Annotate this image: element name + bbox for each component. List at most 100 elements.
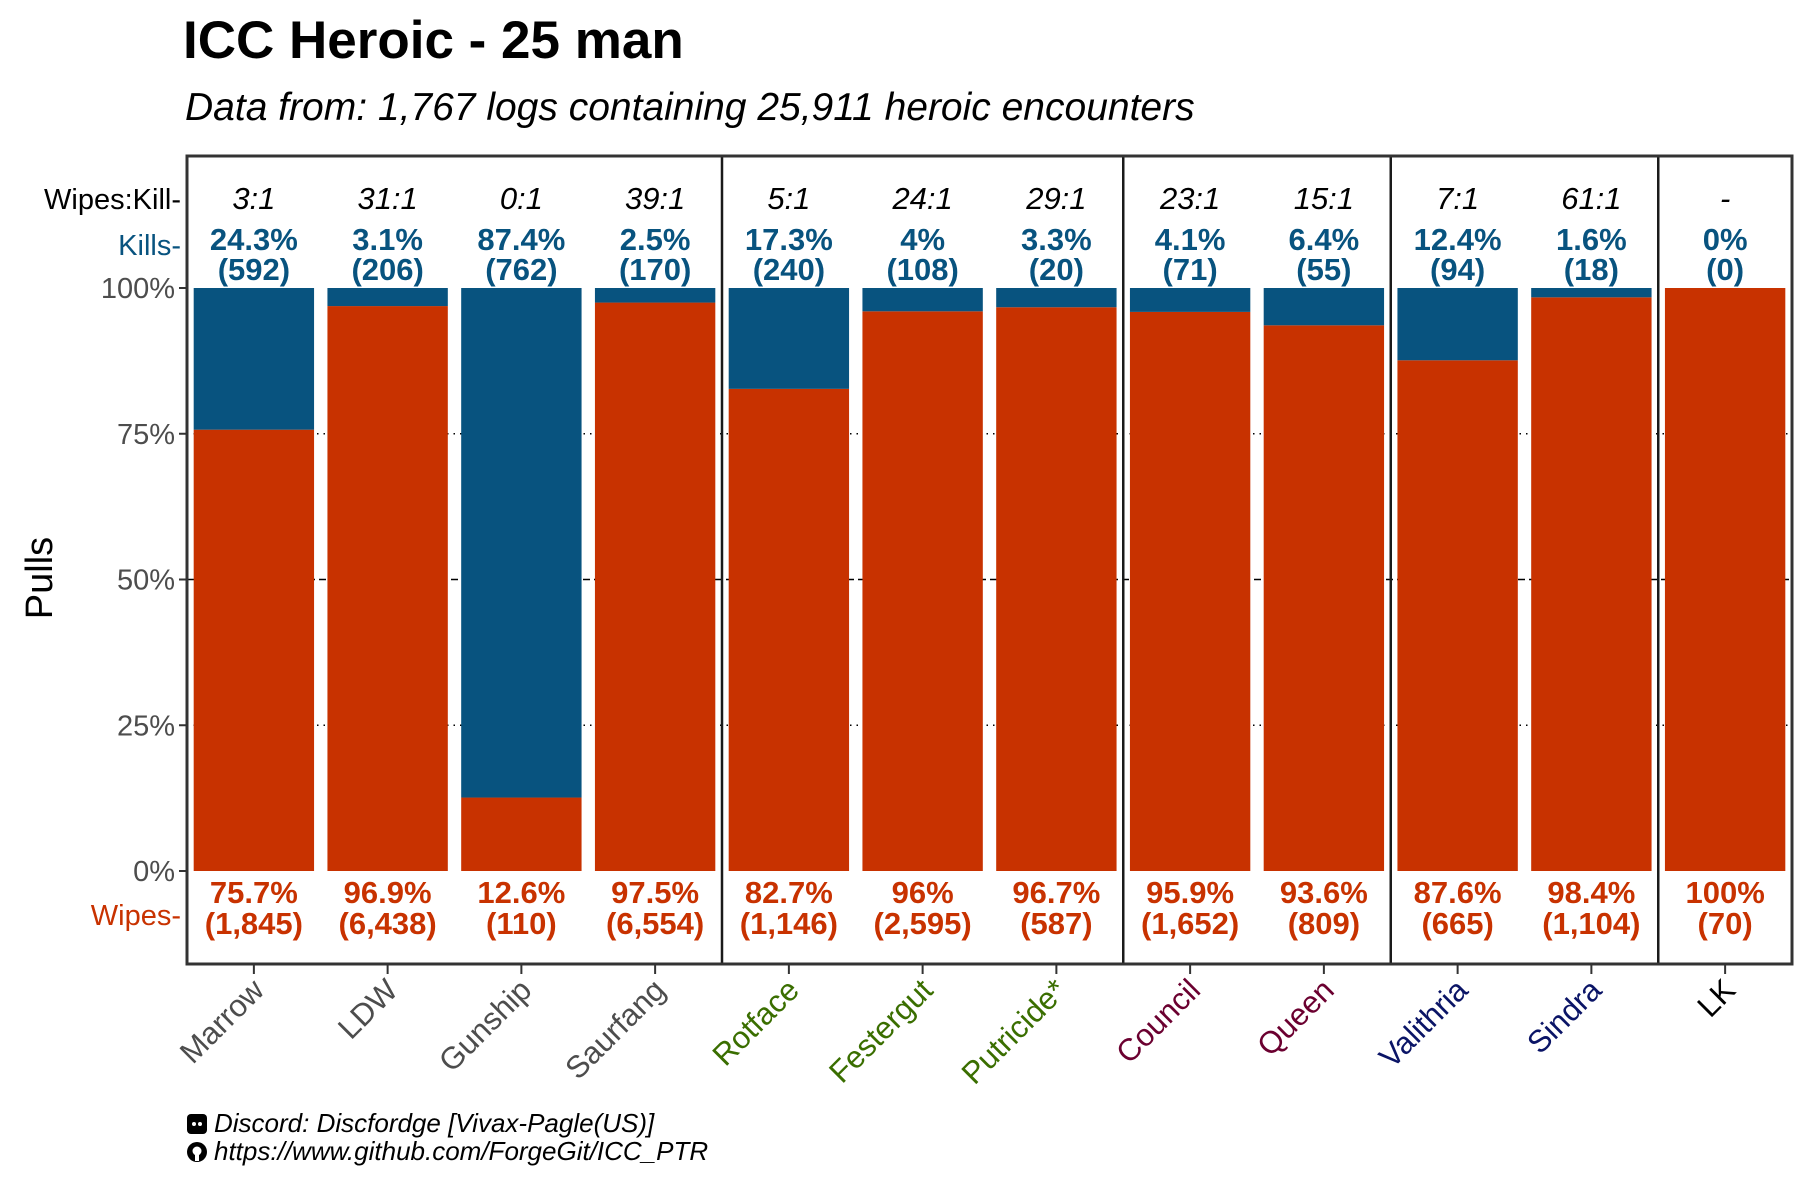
ratio-label: 7:1 bbox=[1436, 181, 1479, 216]
plot-border bbox=[185, 154, 1794, 966]
wipes-count-label: (1,104) bbox=[1542, 906, 1640, 941]
y-tick-label: 75% bbox=[117, 419, 175, 451]
kills-pct-label: 12.4% bbox=[1414, 222, 1502, 257]
wipes-pct-label: 97.5% bbox=[611, 875, 699, 910]
ratio-label: - bbox=[1720, 181, 1730, 216]
x-tick-label: Festergut bbox=[822, 972, 940, 1090]
kills-pct-label: 4.1% bbox=[1155, 222, 1226, 257]
kills-pct-label: 87.4% bbox=[477, 222, 565, 257]
bar-wipes-saurfang bbox=[594, 302, 716, 871]
x-tick-label: LDW bbox=[331, 972, 405, 1046]
bar-kills-ldw bbox=[327, 288, 448, 307]
wipes-count-label: (665) bbox=[1421, 906, 1493, 941]
kills-axis-label: Kills- bbox=[118, 230, 181, 262]
bar-kills-council bbox=[1129, 288, 1251, 312]
wipes-count-label: (6,438) bbox=[339, 906, 437, 941]
x-tick-label: LK bbox=[1691, 972, 1743, 1024]
y-tick-label: 50% bbox=[117, 565, 175, 597]
kills-pct-label: 3.3% bbox=[1021, 222, 1092, 257]
kills-pct-label: 17.3% bbox=[745, 222, 833, 257]
kills-pct-label: 24.3% bbox=[210, 222, 298, 257]
y-tick-label: 100% bbox=[101, 273, 175, 305]
x-tick-label: Gunship bbox=[432, 972, 538, 1078]
ratio-label: 39:1 bbox=[625, 181, 685, 216]
bar-wipes-rotface bbox=[728, 388, 850, 871]
y-tick-label: 0% bbox=[133, 856, 175, 888]
bar-kills-gunship bbox=[461, 288, 582, 798]
kills-count-label: (108) bbox=[886, 252, 958, 287]
kills-count-label: (55) bbox=[1296, 252, 1351, 287]
bar-kills-saurfang bbox=[594, 288, 716, 303]
x-tick-label: Marrow bbox=[173, 972, 271, 1070]
x-tick-label: Sindra bbox=[1520, 972, 1609, 1061]
wipes-count-label: (809) bbox=[1288, 906, 1360, 941]
x-tick-label: Putricide* bbox=[955, 972, 1074, 1091]
kills-pct-label: 1.6% bbox=[1556, 222, 1627, 257]
bar-wipes-sindra bbox=[1531, 297, 1652, 871]
x-tick-label: Valithria bbox=[1372, 972, 1475, 1075]
kills-count-label: (20) bbox=[1029, 252, 1084, 287]
wipes-count-label: (110) bbox=[486, 906, 557, 941]
ratio-label: 23:1 bbox=[1159, 181, 1220, 216]
wipes-pct-label: 87.6% bbox=[1414, 875, 1502, 910]
kills-pct-label: 6.4% bbox=[1289, 222, 1360, 257]
ratio-label: 29:1 bbox=[1025, 181, 1086, 216]
x-tick-label: Queen bbox=[1250, 972, 1341, 1063]
ratio-label: 24:1 bbox=[891, 181, 952, 216]
bar-wipes-gunship bbox=[461, 797, 582, 871]
bar-wipes-valithria bbox=[1397, 360, 1518, 871]
bar-wipes-queen bbox=[1263, 325, 1385, 871]
x-tick-label: Council bbox=[1109, 972, 1207, 1070]
ratio-label: 3:1 bbox=[232, 181, 275, 216]
kills-pct-label: 2.5% bbox=[620, 222, 691, 257]
kills-count-label: (170) bbox=[619, 252, 691, 287]
kills-pct-label: 4% bbox=[900, 222, 945, 257]
footer-github: https://www.github.com/ForgeGit/ICC_PTR bbox=[186, 1136, 708, 1167]
x-tick-label: Saurfang bbox=[558, 972, 672, 1086]
wipes-pct-label: 96% bbox=[892, 875, 954, 910]
wipes-count-label: (70) bbox=[1698, 906, 1753, 941]
wipes-count-label: (1,845) bbox=[205, 906, 303, 941]
bar-wipes-lk bbox=[1664, 288, 1786, 871]
bar-wipes-festergut bbox=[862, 311, 983, 871]
ratio-label: 61:1 bbox=[1561, 181, 1621, 216]
bar-wipes-council bbox=[1129, 311, 1251, 871]
ratio-label: 31:1 bbox=[357, 181, 417, 216]
bar-kills-festergut bbox=[862, 288, 983, 312]
plot-panel bbox=[187, 156, 1792, 964]
y-axis-title: Pulls bbox=[19, 537, 61, 619]
bar-kills-sindra bbox=[1531, 288, 1652, 298]
wipes-count-label: (1,146) bbox=[740, 906, 838, 941]
bar-kills-queen bbox=[1263, 288, 1385, 326]
bar-kills-putricide bbox=[996, 288, 1117, 308]
wipes-count-label: (2,595) bbox=[874, 906, 972, 941]
wipes-pct-label: 82.7% bbox=[745, 875, 833, 910]
ratio-label: 15:1 bbox=[1294, 181, 1354, 216]
page-title: ICC Heroic - 25 man bbox=[183, 11, 684, 70]
bar-wipes-marrow bbox=[193, 429, 315, 871]
wipes-count-label: (587) bbox=[1020, 906, 1092, 941]
kills-count-label: (94) bbox=[1430, 252, 1485, 287]
ratio-label: 5:1 bbox=[767, 181, 810, 216]
kills-count-label: (0) bbox=[1706, 252, 1744, 287]
footer-discord: Discord: Discfordge [Vivax-Pagle(US)] bbox=[186, 1108, 654, 1139]
wipes-kill-axis-label: Wipes:Kill- bbox=[44, 184, 181, 216]
wipes-count-label: (6,554) bbox=[606, 906, 704, 941]
kills-count-label: (240) bbox=[753, 252, 825, 287]
bar-wipes-ldw bbox=[327, 306, 448, 871]
kills-count-label: (206) bbox=[351, 252, 423, 287]
y-tick-label: 25% bbox=[117, 710, 175, 742]
kills-count-label: (71) bbox=[1163, 252, 1218, 287]
kills-pct-label: 3.1% bbox=[352, 222, 423, 257]
github-icon bbox=[187, 1141, 207, 1162]
wipes-pct-label: 93.6% bbox=[1280, 875, 1368, 910]
page-subtitle: Data from: 1,767 logs containing 25,911 … bbox=[185, 86, 1195, 129]
discord-icon bbox=[187, 1113, 207, 1134]
wipes-pct-label: 98.4% bbox=[1547, 875, 1635, 910]
wipes-axis-label: Wipes- bbox=[91, 900, 181, 932]
wipes-count-label: (1,652) bbox=[1141, 906, 1239, 941]
github-link[interactable]: https://www.github.com/ForgeGit/ICC_PTR bbox=[214, 1136, 709, 1166]
ratio-label: 0:1 bbox=[500, 181, 543, 216]
wipes-pct-label: 96.7% bbox=[1012, 875, 1100, 910]
